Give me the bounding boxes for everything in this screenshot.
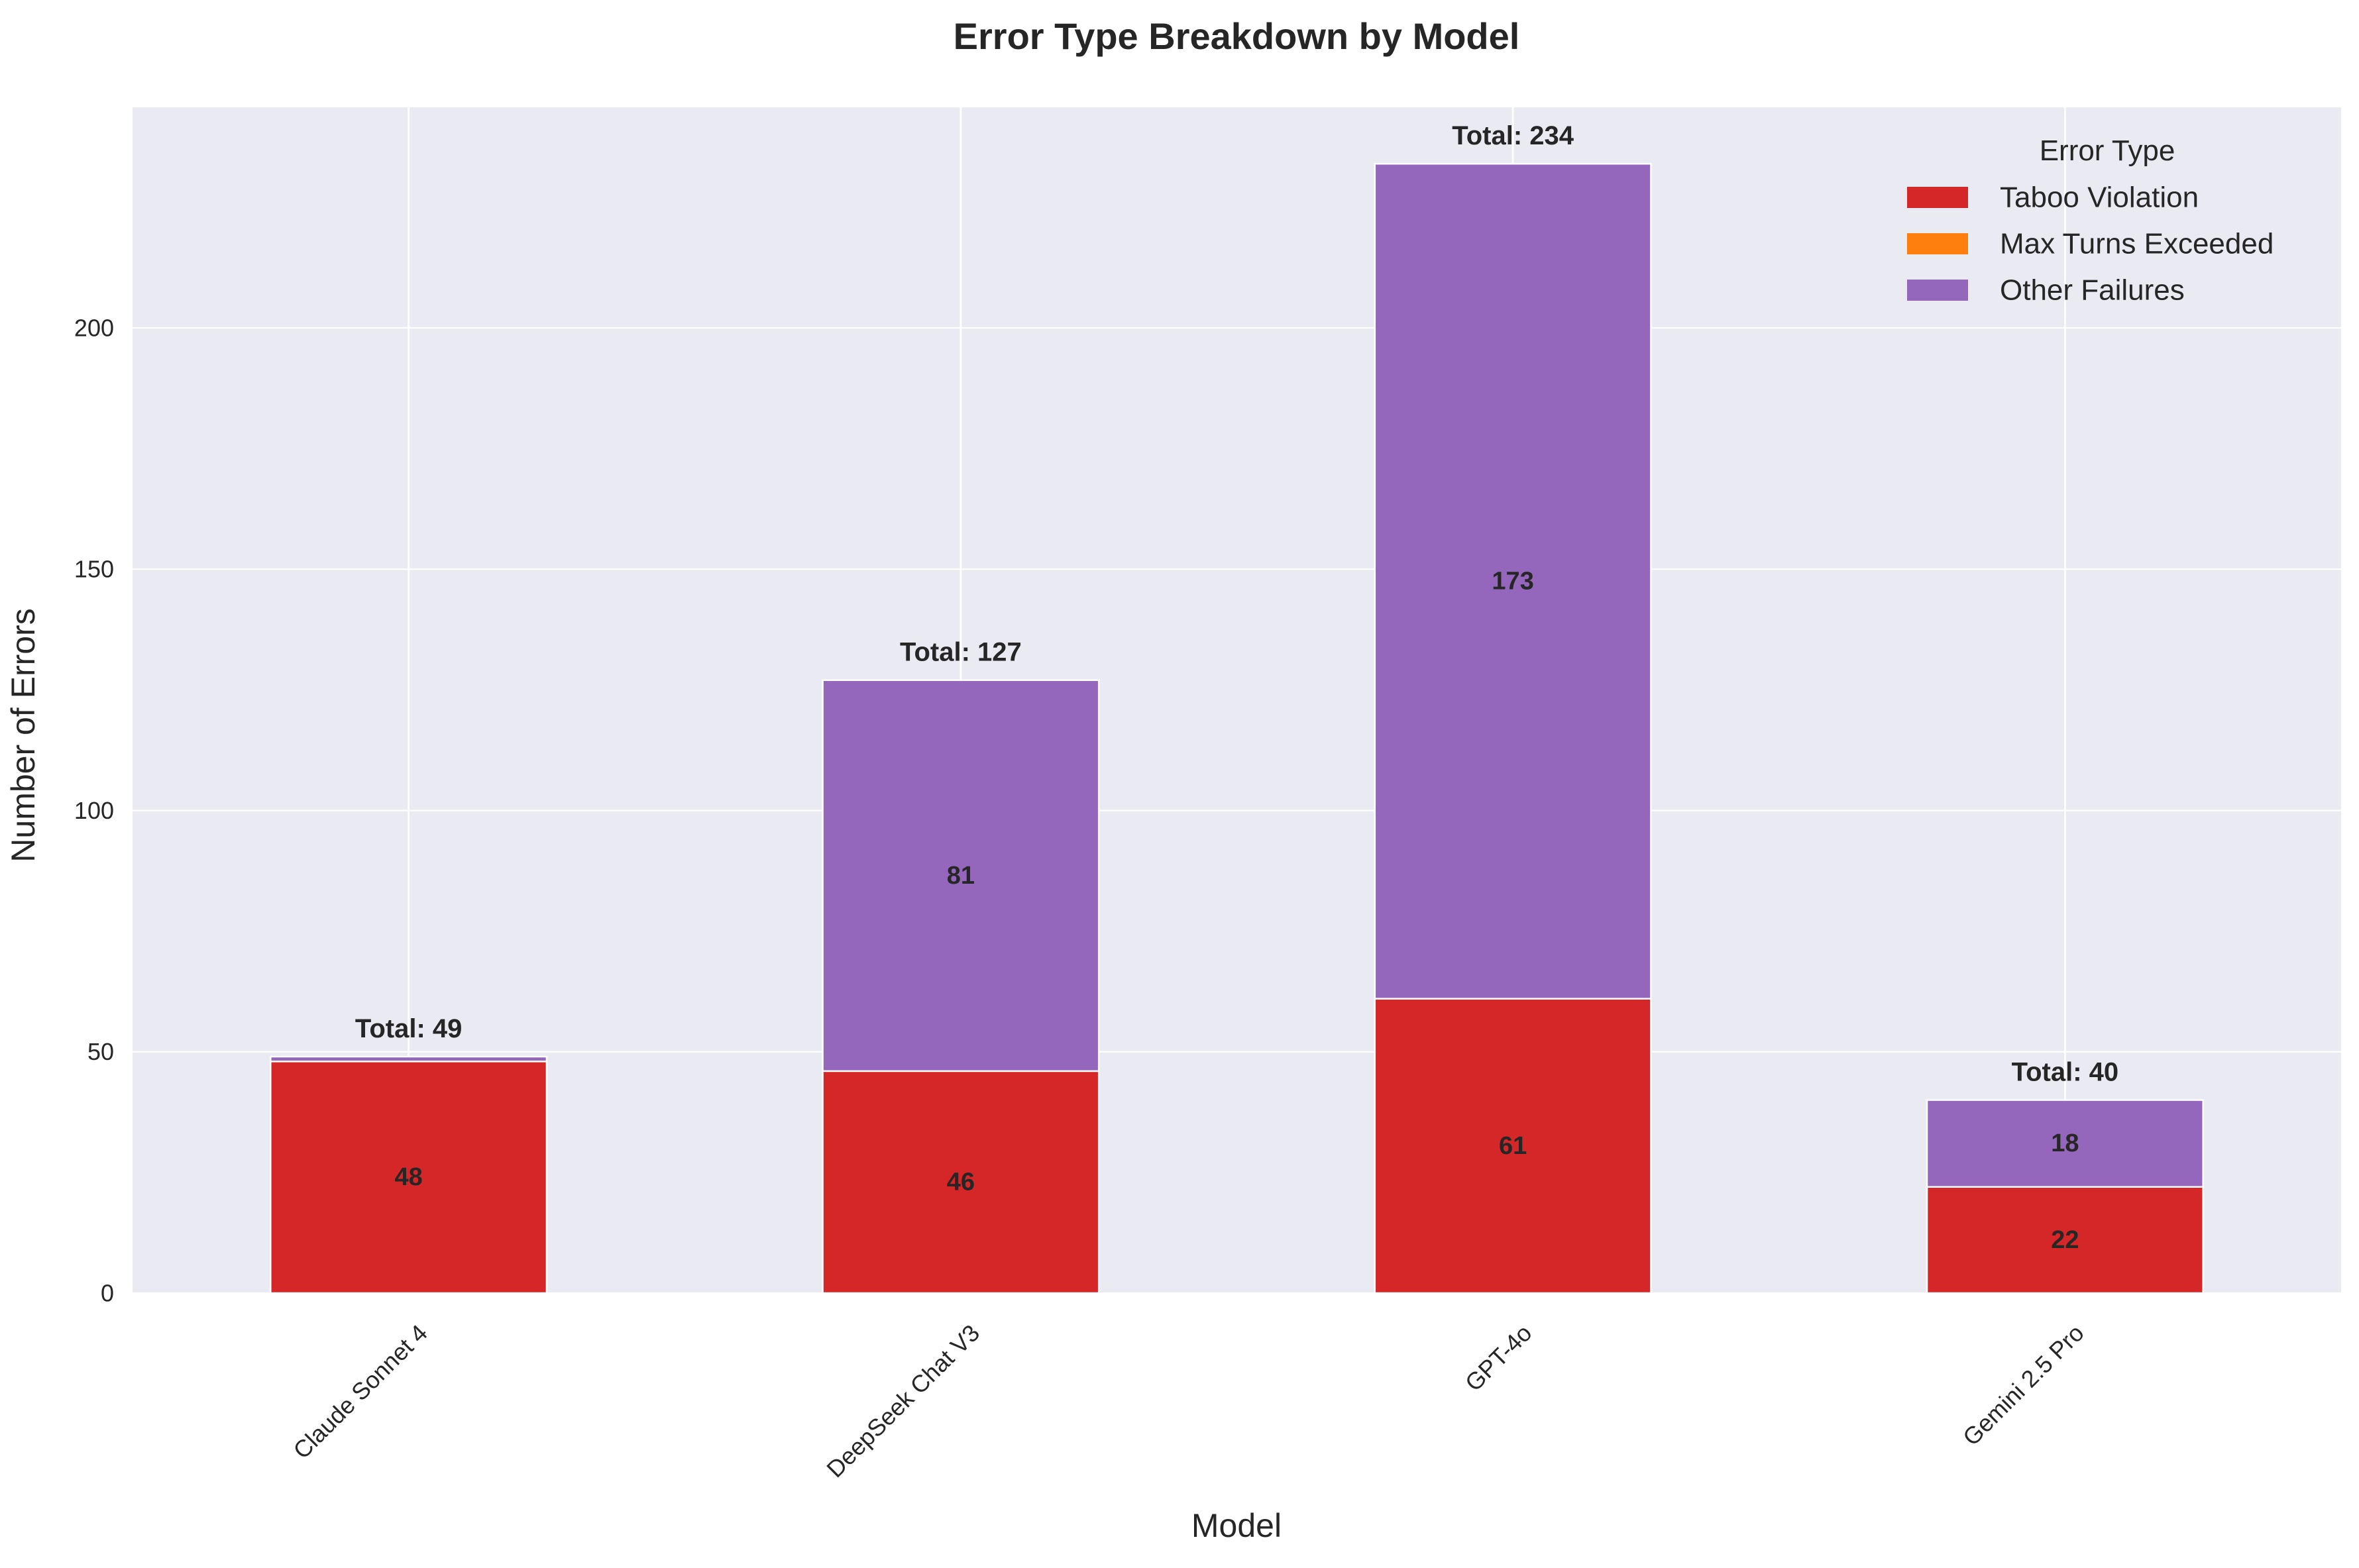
total-label: Total: 127: [900, 638, 1022, 667]
segment-value-label: 61: [1499, 1132, 1527, 1160]
bar-segment: [270, 1061, 548, 1294]
legend-swatch: [1907, 233, 1968, 254]
total-label: Total: 234: [1452, 121, 1574, 150]
legend-swatch: [1907, 280, 1968, 301]
total-label: Total: 40: [2012, 1057, 2119, 1086]
chart-title: Error Type Breakdown by Model: [954, 15, 1520, 57]
y-axis-label: Number of Errors: [5, 608, 42, 862]
y-tick-label: 200: [74, 314, 114, 341]
bar-segment: [1926, 1099, 2204, 1188]
x-axis-label: Model: [1191, 1507, 1282, 1544]
legend-label: Max Turns Exceeded: [2000, 228, 2274, 260]
bar-segment: [1374, 998, 1652, 1294]
legend-title: Error Type: [2040, 134, 2175, 167]
bars: [270, 162, 2204, 1294]
bar-segment: [1926, 1186, 2204, 1294]
bar-segment: [270, 1055, 548, 1063]
segment-value-label: 22: [2051, 1226, 2079, 1254]
legend-label: Taboo Violation: [2000, 182, 2199, 214]
y-tick-label: 0: [101, 1280, 114, 1307]
segment-value-label: 81: [947, 862, 975, 890]
bar-labels: 48 46 81 61 173 22 18 Total: 49 Total: 127 Total:…: [355, 121, 2118, 1254]
y-tick-label: 100: [74, 797, 114, 824]
legend-items: Taboo Violation Max Turns Exceeded Other F…: [1907, 182, 2274, 307]
bar-segment: [822, 679, 1100, 1072]
segment-value-label: 18: [2051, 1129, 2079, 1157]
y-tick-label: 150: [74, 556, 114, 583]
legend-label: Other Failures: [2000, 274, 2185, 307]
y-tick-label: 50: [87, 1038, 114, 1065]
bar-segment: [1374, 162, 1652, 1000]
legend-swatch: [1907, 187, 1968, 208]
segment-value-label: 173: [1492, 567, 1533, 595]
y-axis-ticks: 0 50 100 150 200: [74, 314, 114, 1306]
legend: Error Type Taboo Violation Max Turns Exce…: [1907, 134, 2274, 307]
total-label: Total: 49: [355, 1014, 463, 1043]
segment-value-label: 46: [947, 1168, 975, 1196]
bar-segment: [822, 1070, 1100, 1294]
segment-value-label: 48: [394, 1163, 422, 1191]
